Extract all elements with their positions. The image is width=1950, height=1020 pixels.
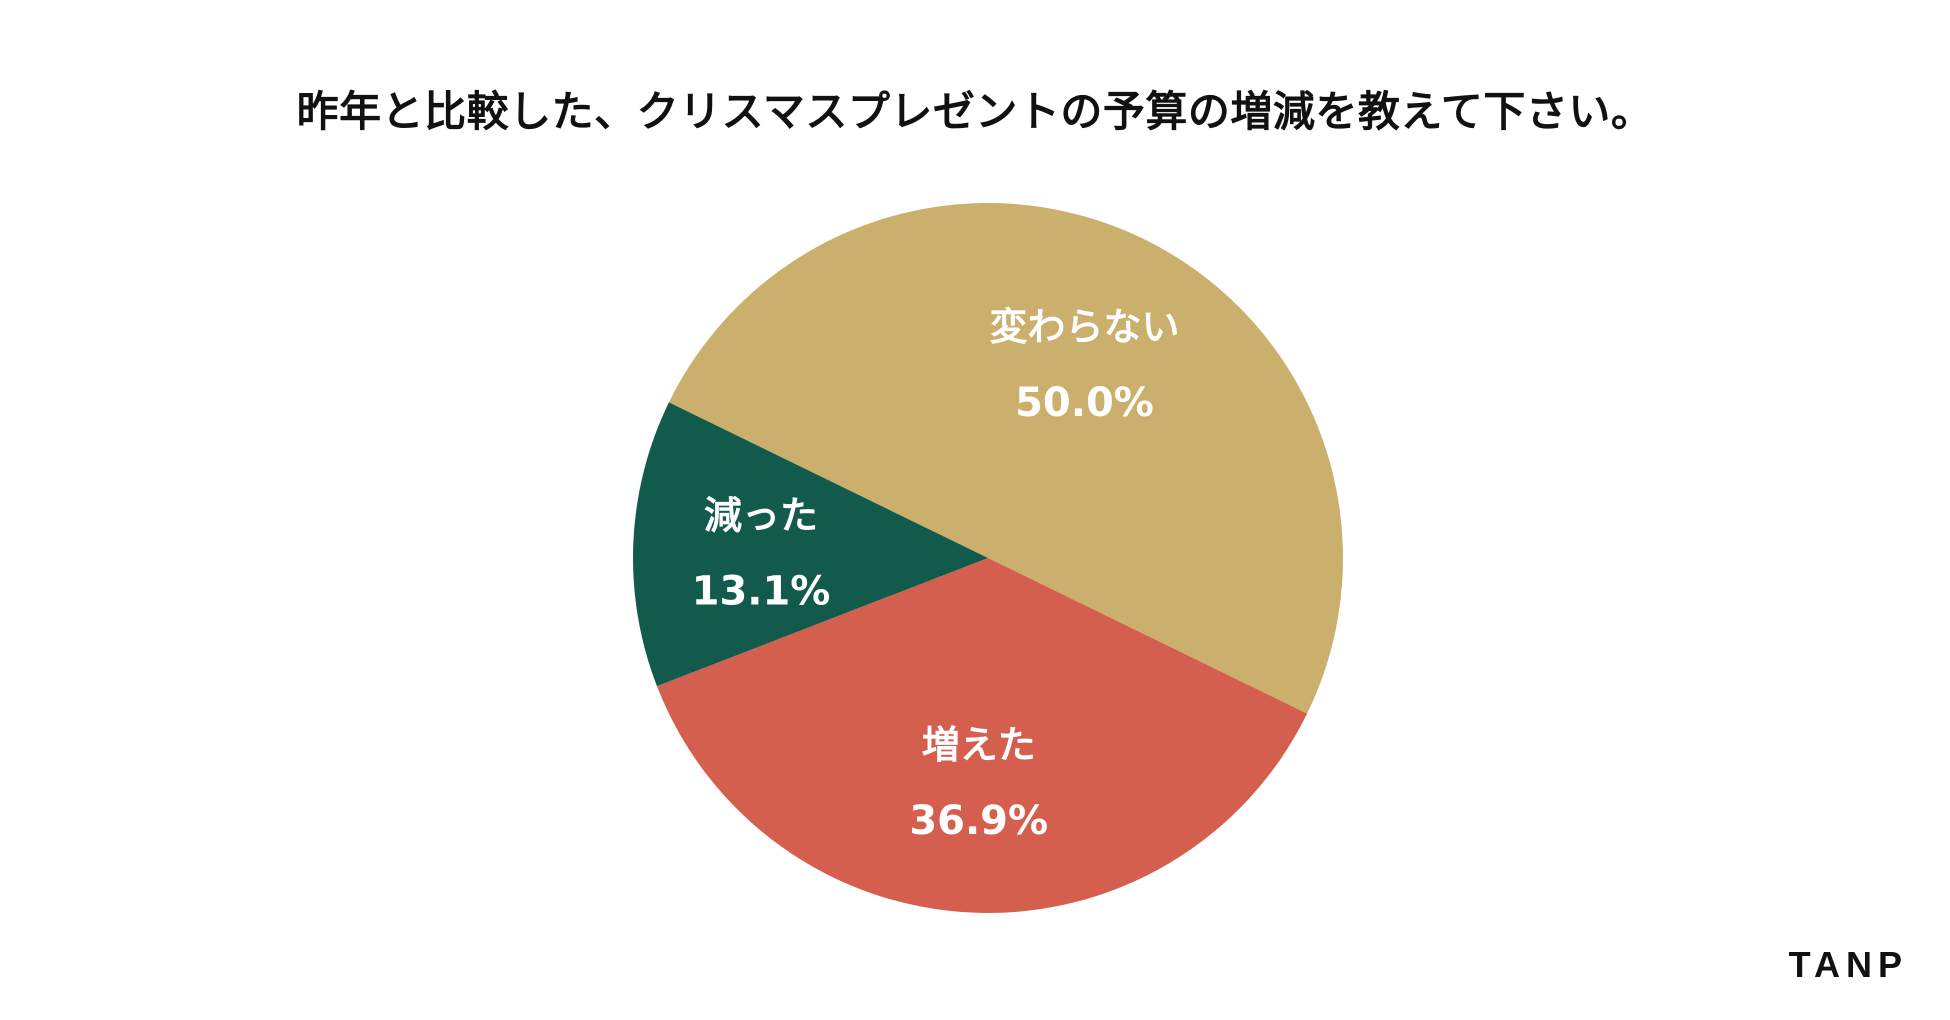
slice-value-decreased: 13.1% — [692, 568, 831, 614]
slice-value-unchanged: 50.0% — [1015, 380, 1154, 426]
slice-value-increased: 36.9% — [909, 798, 1048, 844]
chart-title: 昨年と比較した、クリスマスプレゼントの予算の増減を教えて下さい。 — [296, 87, 1654, 136]
slice-label-decreased: 減った — [704, 493, 818, 537]
brand-logo: TANP — [1788, 944, 1908, 985]
slice-label-unchanged: 変わらない — [989, 305, 1179, 349]
pie-slices — [633, 203, 1344, 914]
pie-slice-unchanged — [668, 203, 1344, 714]
pie-slice-increased — [656, 558, 1308, 914]
pie-slice-decreased — [633, 402, 988, 687]
pie-labels: 変わらない 50.0% 増えた 36.9% 減った 13.1% — [692, 305, 1180, 844]
slice-label-increased: 増えた — [922, 723, 1036, 767]
